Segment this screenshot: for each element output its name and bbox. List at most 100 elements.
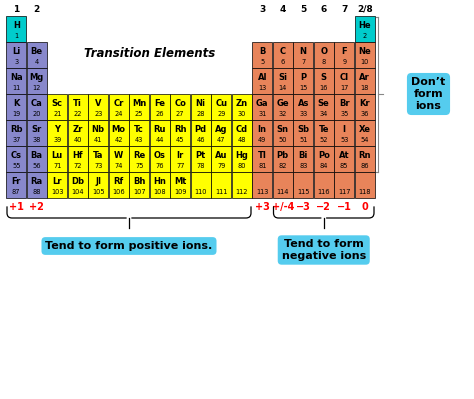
Text: 40: 40 — [73, 137, 82, 143]
Bar — [273, 42, 293, 68]
Bar — [252, 120, 272, 146]
Text: 1: 1 — [13, 5, 19, 14]
Text: 80: 80 — [237, 163, 246, 169]
Text: 3: 3 — [259, 5, 265, 14]
Text: 86: 86 — [361, 163, 369, 169]
Text: 55: 55 — [12, 163, 20, 169]
Text: Ga: Ga — [256, 99, 268, 108]
Bar — [314, 120, 334, 146]
Text: 37: 37 — [12, 137, 20, 143]
Text: 26: 26 — [155, 111, 164, 117]
Text: Db: Db — [71, 177, 84, 186]
Bar — [273, 146, 293, 172]
Bar — [232, 120, 252, 146]
Text: +2: +2 — [29, 202, 44, 212]
Text: Ge: Ge — [276, 99, 289, 108]
Text: 12: 12 — [33, 85, 41, 91]
Bar — [293, 68, 313, 94]
Text: 0: 0 — [361, 202, 368, 212]
Text: 24: 24 — [115, 111, 123, 117]
Text: 54: 54 — [361, 137, 369, 143]
Text: −2: −2 — [316, 202, 331, 212]
Bar — [6, 68, 26, 94]
Bar — [211, 146, 231, 172]
Text: Hf: Hf — [73, 151, 83, 160]
Text: Xe: Xe — [359, 125, 371, 134]
Text: 7: 7 — [301, 59, 305, 65]
Bar — [129, 94, 149, 120]
Bar — [334, 172, 354, 198]
Text: 41: 41 — [94, 137, 102, 143]
Text: 76: 76 — [155, 163, 164, 169]
Text: 10: 10 — [361, 59, 369, 65]
Bar — [6, 42, 26, 68]
Text: Kr: Kr — [359, 99, 370, 108]
Bar — [252, 146, 272, 172]
Bar — [150, 146, 170, 172]
Text: Lr: Lr — [53, 177, 62, 186]
Bar — [355, 42, 375, 68]
Text: Ni: Ni — [196, 99, 206, 108]
Text: Zn: Zn — [236, 99, 248, 108]
Text: S: S — [321, 73, 327, 82]
Bar — [211, 172, 231, 198]
Bar — [68, 146, 88, 172]
Text: 14: 14 — [279, 85, 287, 91]
Text: Ne: Ne — [358, 47, 371, 56]
Bar — [334, 42, 354, 68]
Bar — [27, 68, 47, 94]
Text: 109: 109 — [174, 189, 186, 195]
Text: 118: 118 — [358, 189, 371, 195]
Bar — [334, 94, 354, 120]
Bar — [27, 146, 47, 172]
Text: 33: 33 — [299, 111, 307, 117]
Bar — [170, 146, 190, 172]
Text: Zr: Zr — [73, 125, 83, 134]
Text: 52: 52 — [319, 137, 328, 143]
Text: 104: 104 — [72, 189, 84, 195]
Text: +1: +1 — [9, 202, 24, 212]
Text: 4: 4 — [35, 59, 39, 65]
Text: 44: 44 — [155, 137, 164, 143]
Text: Ru: Ru — [154, 125, 166, 134]
Bar — [191, 146, 211, 172]
Bar — [6, 146, 26, 172]
Bar — [68, 120, 88, 146]
Text: 2: 2 — [363, 33, 367, 39]
Text: 48: 48 — [237, 137, 246, 143]
Text: Au: Au — [215, 151, 228, 160]
Bar — [6, 16, 26, 42]
Text: As: As — [298, 99, 309, 108]
Bar — [88, 172, 108, 198]
Text: Pb: Pb — [277, 151, 289, 160]
Text: 42: 42 — [115, 137, 123, 143]
Bar — [47, 146, 67, 172]
Text: 79: 79 — [217, 163, 226, 169]
Text: 6: 6 — [320, 5, 327, 14]
Text: 13: 13 — [258, 85, 266, 91]
Text: 108: 108 — [154, 189, 166, 195]
Text: 50: 50 — [279, 137, 287, 143]
Text: Ar: Ar — [359, 73, 370, 82]
Text: 81: 81 — [258, 163, 266, 169]
Text: Cs: Cs — [11, 151, 22, 160]
Text: 30: 30 — [237, 111, 246, 117]
Bar — [27, 172, 47, 198]
Bar — [170, 172, 190, 198]
Text: 38: 38 — [33, 137, 41, 143]
Text: 45: 45 — [176, 137, 184, 143]
Text: Y: Y — [54, 125, 60, 134]
Text: Ra: Ra — [31, 177, 43, 186]
Bar — [68, 94, 88, 120]
Bar — [6, 94, 26, 120]
Bar — [355, 172, 375, 198]
Text: +3: +3 — [255, 202, 270, 212]
Text: 7: 7 — [341, 5, 347, 14]
Text: Pt: Pt — [196, 151, 206, 160]
Text: W: W — [114, 151, 123, 160]
Bar — [191, 94, 211, 120]
Text: Sc: Sc — [52, 99, 63, 108]
Text: Re: Re — [133, 151, 146, 160]
Bar — [232, 172, 252, 198]
Text: Te: Te — [319, 125, 329, 134]
